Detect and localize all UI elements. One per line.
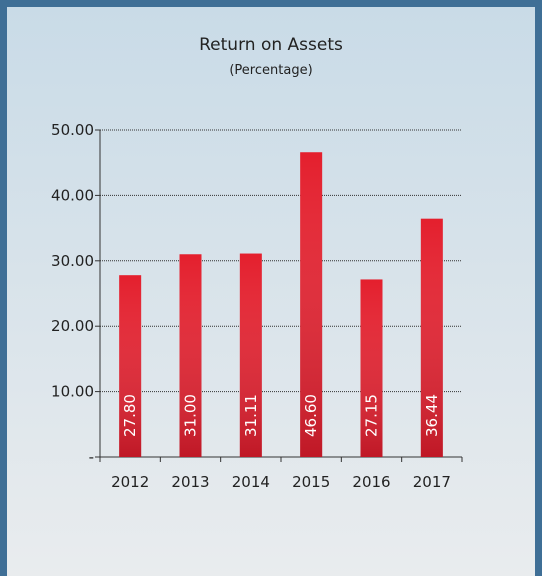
- bar-shade: [179, 254, 202, 457]
- y-tick-label: 10.00: [51, 383, 94, 401]
- y-tick-label: 20.00: [51, 317, 94, 335]
- value-label: 36.44: [423, 394, 441, 437]
- value-label: 27.15: [363, 394, 381, 437]
- value-label: 31.11: [242, 394, 260, 437]
- x-tick-label: 2016: [352, 473, 390, 491]
- y-tick-label: 50.00: [51, 121, 94, 139]
- bar-shade: [420, 218, 443, 457]
- bar-shade: [360, 279, 383, 457]
- bar-shade: [239, 253, 262, 457]
- y-tick-label: 40.00: [51, 186, 94, 204]
- value-label: 31.00: [182, 394, 200, 437]
- bar-shade: [300, 152, 323, 457]
- value-label: 46.60: [302, 394, 320, 437]
- x-tick-label: 2015: [292, 473, 330, 491]
- chart-subtitle: (Percentage): [229, 63, 312, 78]
- y-tick-label: -: [89, 448, 94, 466]
- chart-title: Return on Assets: [199, 35, 343, 55]
- x-tick-label: 2017: [413, 473, 451, 491]
- y-tick-label: 30.00: [51, 252, 94, 270]
- bar-shade: [119, 275, 142, 457]
- x-tick-label: 2012: [111, 473, 149, 491]
- panel: [7, 7, 535, 576]
- x-tick-label: 2013: [171, 473, 209, 491]
- x-tick-label: 2014: [232, 473, 270, 491]
- value-label: 27.80: [121, 394, 139, 437]
